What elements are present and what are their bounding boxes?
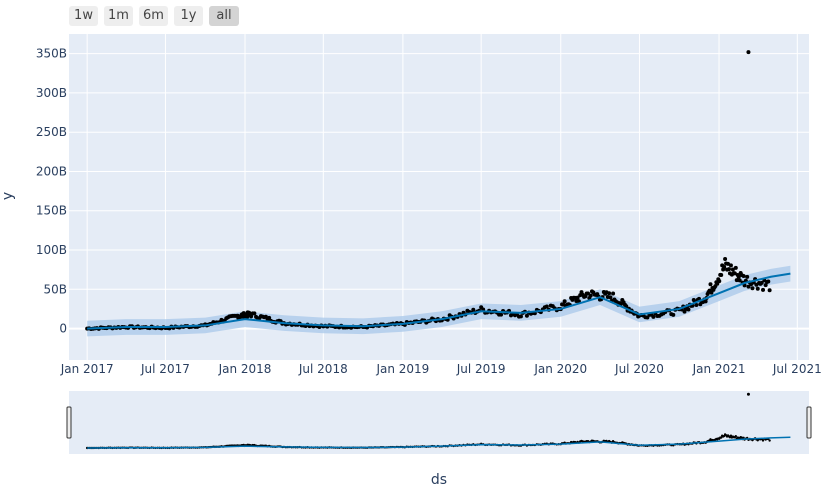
observed-point (733, 265, 738, 270)
x-tick-label: Jul 2021 (772, 362, 822, 376)
y-tick-label: 300B (36, 86, 67, 100)
forecast-yhat-line (87, 272, 791, 330)
observed-point (734, 278, 739, 283)
observed-point (575, 295, 580, 300)
observed-point (267, 315, 272, 320)
y-tick-label: 350B (36, 47, 67, 61)
observed-point (746, 284, 751, 289)
observed-point (750, 286, 755, 291)
range-slider[interactable] (66, 391, 812, 454)
observed-point (737, 278, 742, 283)
y-tick-label: 100B (36, 243, 67, 257)
observed-point (755, 286, 760, 291)
slider-point (734, 434, 738, 438)
slider-right-handle[interactable] (806, 406, 812, 439)
observed-point (703, 299, 708, 304)
observed-point (766, 279, 771, 284)
observed-point (719, 272, 724, 277)
observed-point (708, 282, 713, 287)
slider-point (742, 436, 745, 439)
range-button-1y[interactable]: 1y (174, 6, 203, 26)
observed-point (499, 312, 504, 317)
observed-point (730, 267, 735, 272)
plot-area (69, 34, 809, 360)
slider-point (768, 439, 771, 442)
range-button-6m[interactable]: 6m (139, 6, 168, 26)
observed-point (263, 314, 268, 319)
x-tick-label: Jul 2020 (614, 362, 664, 376)
y-tick-label: 50B (43, 282, 67, 296)
slider-left-handle[interactable] (66, 406, 72, 439)
observed-point (518, 314, 523, 319)
range-button-all[interactable]: all (209, 6, 239, 26)
x-tick-label: Jul 2019 (456, 362, 506, 376)
slider-outlier-point (746, 392, 750, 396)
slider-point (729, 434, 733, 437)
forecast-line (87, 272, 791, 330)
observed-point (722, 265, 727, 270)
observed-point (562, 299, 567, 304)
observed-point (686, 307, 691, 312)
range-slider-track[interactable] (69, 391, 809, 454)
observed-point (588, 293, 593, 298)
observed-point (767, 288, 772, 293)
observed-point (726, 267, 731, 272)
observed-point (717, 279, 722, 284)
slider-point (761, 439, 765, 442)
observed-point (544, 304, 549, 309)
observed-point (651, 314, 656, 319)
x-axis-title: ds (431, 472, 447, 488)
observed-point (759, 280, 764, 285)
x-tick-label: Jan 2019 (375, 362, 429, 376)
observed-point (763, 283, 768, 288)
observed-point (723, 256, 728, 261)
observed-point (671, 312, 676, 317)
observed-point (694, 303, 699, 308)
observed-point (736, 274, 741, 279)
y-tick-labels: 0 50B 100B 150B 200B 250B 300B 350B (36, 47, 67, 336)
observed-point (728, 263, 733, 268)
observed-point (249, 314, 254, 319)
observed-point (524, 313, 529, 318)
outlier-point (746, 50, 751, 55)
slider-forecast-line (87, 436, 791, 449)
observed-point (726, 261, 731, 266)
y-tick-label: 150B (36, 204, 67, 218)
y-tick-label: 250B (36, 125, 67, 139)
range-button-1m[interactable]: 1m (104, 6, 133, 26)
x-tick-label: Jan 2017 (60, 362, 114, 376)
x-tick-labels: Jan 2017 Jul 2017 Jan 2018 Jul 2018 Jan 2019… (60, 362, 822, 376)
range-button-1w[interactable]: 1w (69, 6, 98, 26)
observed-point (471, 307, 476, 312)
x-tick-label: Jan 2021 (692, 362, 746, 376)
y-tick-label: 200B (36, 164, 67, 178)
x-tick-label: Jan 2020 (533, 362, 587, 376)
x-tick-label: Jul 2017 (140, 362, 190, 376)
y-axis-title: y (0, 192, 16, 200)
observed-point (608, 295, 613, 300)
y-tick-label: 0 (59, 322, 67, 336)
observed-point (741, 273, 746, 278)
x-tick-label: Jan 2018 (218, 362, 272, 376)
x-tick-label: Jul 2018 (298, 362, 348, 376)
observed-point (252, 311, 257, 316)
observed-point (611, 291, 616, 296)
observed-point (745, 274, 750, 279)
observed-point (761, 287, 766, 292)
observed-point (607, 291, 612, 296)
slider-point (720, 436, 723, 439)
